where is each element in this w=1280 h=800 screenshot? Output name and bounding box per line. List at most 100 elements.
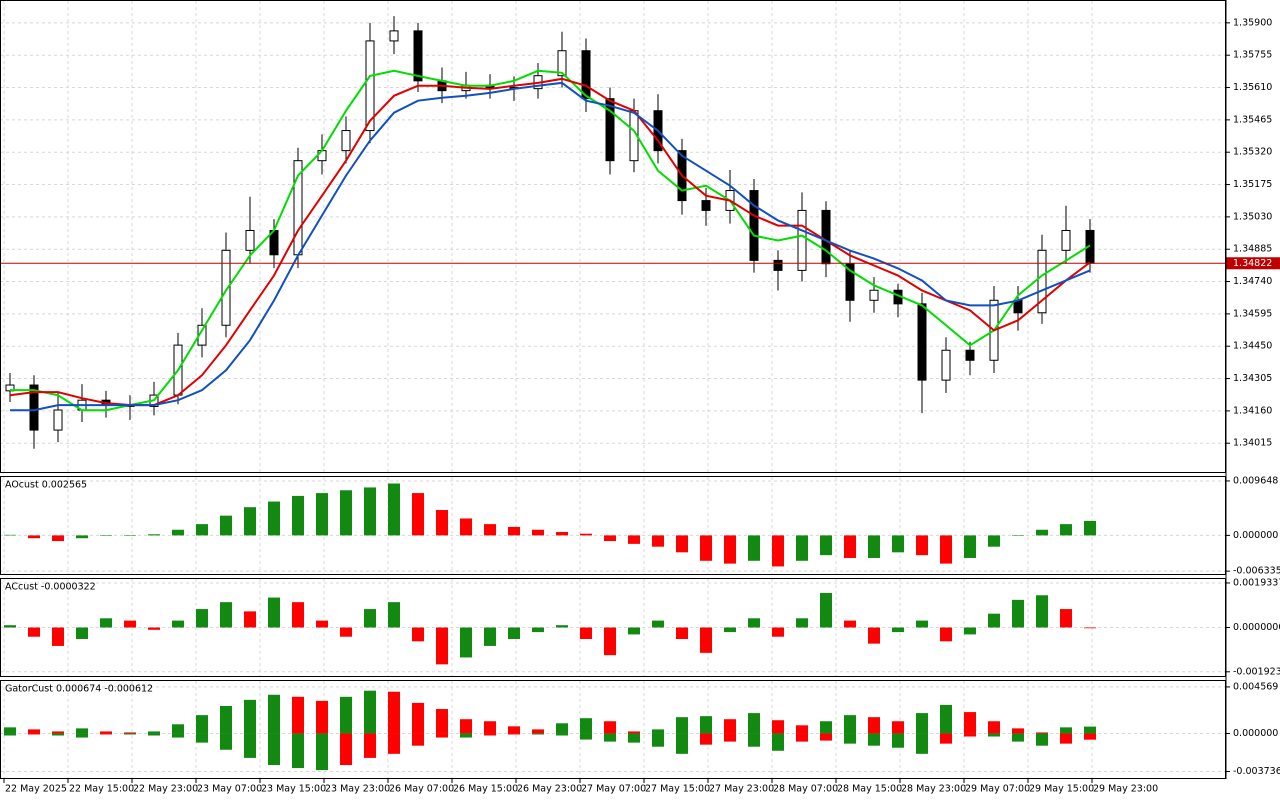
histogram-bar bbox=[604, 733, 616, 742]
candle-body bbox=[1013, 299, 1023, 314]
histogram-bar bbox=[244, 699, 256, 734]
histogram-bar bbox=[820, 733, 832, 741]
histogram-bar bbox=[148, 731, 160, 734]
candle-body bbox=[365, 40, 375, 132]
candle-body bbox=[701, 200, 711, 211]
histogram-bar bbox=[508, 733, 520, 735]
histogram-bar bbox=[868, 733, 880, 746]
histogram-bar bbox=[172, 529, 184, 536]
candle-body bbox=[821, 209, 831, 265]
y-tick-label: 1.35610 bbox=[1233, 82, 1272, 93]
histogram-bar bbox=[268, 501, 280, 536]
y-tick-label: 0.0000000 bbox=[1233, 622, 1280, 633]
histogram-bar bbox=[28, 627, 40, 637]
histogram-bar bbox=[652, 620, 664, 628]
histogram-bar bbox=[844, 733, 856, 744]
histogram-bar bbox=[28, 729, 40, 734]
histogram-bar bbox=[1060, 524, 1072, 536]
y-tick-label: 1.34740 bbox=[1233, 276, 1272, 287]
x-tick-label: 27 May 07:00 bbox=[581, 784, 646, 795]
histogram-bar bbox=[220, 515, 232, 536]
y-tick-label: 1.34305 bbox=[1233, 373, 1272, 384]
histogram-bar bbox=[412, 702, 424, 734]
histogram-bar bbox=[148, 627, 160, 630]
histogram-bar bbox=[676, 717, 688, 734]
histogram-bar bbox=[1060, 733, 1072, 744]
histogram-bar bbox=[748, 733, 760, 747]
histogram-bar bbox=[868, 717, 880, 734]
y-tick-label: 1.35900 bbox=[1233, 17, 1272, 28]
histogram-bar bbox=[556, 733, 568, 736]
candle-body bbox=[773, 259, 783, 271]
histogram-bar bbox=[220, 705, 232, 734]
histogram-bar bbox=[604, 535, 616, 542]
histogram-bar bbox=[1084, 627, 1096, 629]
candle-body bbox=[53, 409, 63, 431]
histogram-bar bbox=[1036, 595, 1048, 628]
histogram-bar bbox=[916, 535, 928, 556]
histogram-bar bbox=[532, 733, 544, 735]
histogram-bar bbox=[388, 691, 400, 734]
x-tick-label: 29 May 15:00 bbox=[1029, 784, 1094, 795]
histogram-bar bbox=[52, 733, 64, 736]
pane-title: ACcust -0.0000322 bbox=[5, 582, 96, 593]
histogram-bar bbox=[28, 535, 40, 539]
histogram-bar bbox=[460, 719, 472, 734]
histogram-bar bbox=[724, 535, 736, 564]
histogram-bar bbox=[172, 724, 184, 734]
histogram-bar bbox=[4, 733, 16, 736]
y-tick-label: 1.35030 bbox=[1233, 211, 1272, 222]
histogram-bar bbox=[844, 535, 856, 558]
histogram-bar bbox=[196, 524, 208, 536]
y-tick-label: 1.35175 bbox=[1233, 179, 1272, 190]
candle-body bbox=[413, 30, 423, 82]
histogram-bar bbox=[580, 733, 592, 740]
candle-body bbox=[605, 98, 615, 162]
histogram-bar bbox=[964, 712, 976, 734]
histogram-bar bbox=[28, 733, 40, 735]
histogram-bar bbox=[244, 507, 256, 536]
histogram-bar bbox=[580, 627, 592, 640]
x-tick-label: 22 May 2025 bbox=[5, 784, 67, 795]
histogram-bar bbox=[580, 533, 592, 536]
histogram-bar bbox=[268, 733, 280, 766]
x-tick-label: 28 May 07:00 bbox=[773, 784, 838, 795]
x-tick-label: 26 May 23:00 bbox=[517, 784, 582, 795]
y-tick-label: 1.35465 bbox=[1233, 114, 1272, 125]
histogram-bar bbox=[124, 733, 136, 735]
histogram-bar bbox=[316, 493, 328, 536]
candle-body bbox=[1061, 229, 1071, 251]
histogram-bar bbox=[412, 627, 424, 642]
histogram-bar bbox=[772, 720, 784, 734]
y-tick-label: 0.0019337 bbox=[1233, 577, 1280, 588]
y-tick-label: 1.34160 bbox=[1233, 405, 1272, 416]
histogram-bar bbox=[964, 535, 976, 558]
histogram-bar bbox=[1084, 733, 1096, 740]
histogram-bar bbox=[700, 716, 712, 734]
histogram-bar bbox=[556, 625, 568, 628]
x-tick-label: 27 May 15:00 bbox=[645, 784, 710, 795]
histogram-bar bbox=[196, 609, 208, 628]
histogram-bar bbox=[724, 627, 736, 633]
histogram-bar bbox=[1060, 609, 1072, 628]
histogram-bar bbox=[1012, 733, 1024, 742]
histogram-bar bbox=[52, 535, 64, 542]
histogram-bar bbox=[916, 620, 928, 628]
histogram-bar bbox=[1036, 732, 1048, 734]
histogram-bar bbox=[748, 713, 760, 734]
histogram-bar bbox=[676, 627, 688, 640]
histogram-bar bbox=[460, 627, 472, 658]
histogram-bar bbox=[628, 535, 640, 544]
histogram-bar bbox=[100, 733, 112, 735]
histogram-bar bbox=[940, 535, 952, 564]
candle-body bbox=[797, 209, 807, 271]
histogram-bar bbox=[412, 493, 424, 536]
histogram-bar bbox=[436, 510, 448, 536]
y-tick-label: 0.004569 bbox=[1233, 681, 1278, 692]
y-tick-label: 1.34885 bbox=[1233, 244, 1272, 255]
histogram-bar bbox=[508, 726, 520, 734]
histogram-bar bbox=[340, 733, 352, 766]
x-tick-label: 23 May 23:00 bbox=[325, 784, 390, 795]
histogram-bar bbox=[628, 731, 640, 734]
histogram-bar bbox=[796, 733, 808, 742]
